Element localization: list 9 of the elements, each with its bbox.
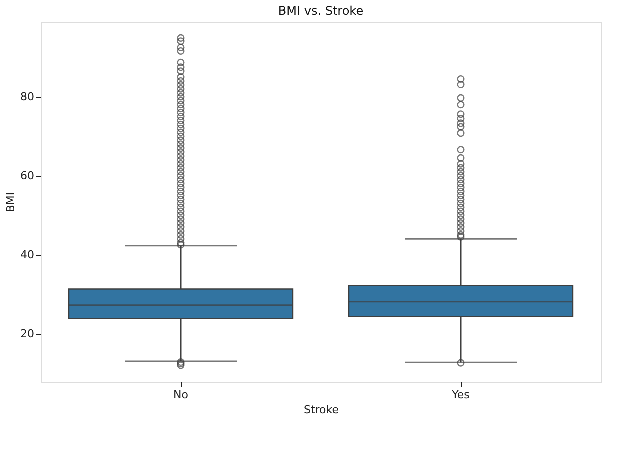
y-tick-label: 80 xyxy=(20,90,34,104)
x-tick-label: No xyxy=(174,388,189,402)
x-axis-title: Stroke xyxy=(304,404,340,416)
y-tick-label: 20 xyxy=(20,327,34,340)
x-tick-label: Yes xyxy=(451,388,470,402)
y-tick-label: 40 xyxy=(20,248,34,262)
chart-title: BMI vs. Stroke xyxy=(278,4,364,18)
y-tick-label: 60 xyxy=(20,169,34,182)
y-axis-title: BMI xyxy=(4,192,18,213)
